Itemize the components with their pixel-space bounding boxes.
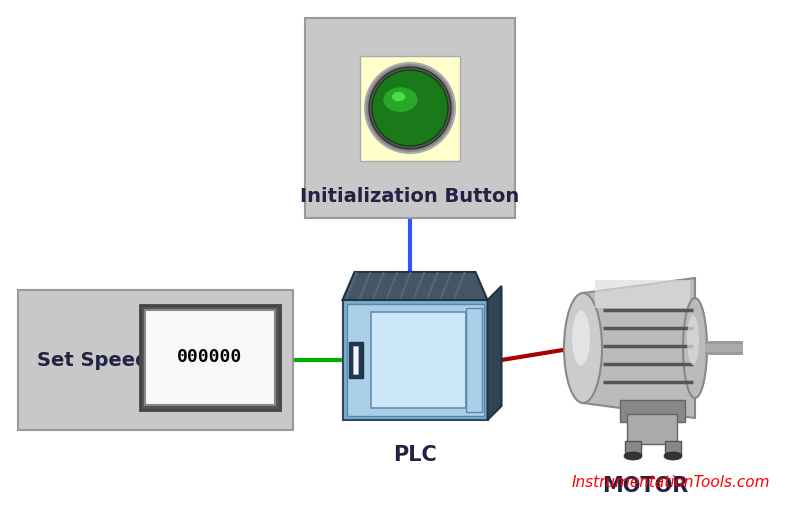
Ellipse shape: [687, 315, 699, 365]
Text: Set Speed: Set Speed: [37, 351, 149, 370]
Ellipse shape: [572, 310, 590, 365]
FancyBboxPatch shape: [18, 290, 293, 430]
FancyBboxPatch shape: [625, 441, 641, 455]
Polygon shape: [583, 278, 695, 418]
FancyBboxPatch shape: [352, 346, 358, 374]
Text: 000000: 000000: [178, 348, 243, 366]
Text: Initialization Button: Initialization Button: [300, 187, 520, 206]
FancyBboxPatch shape: [465, 308, 482, 412]
FancyBboxPatch shape: [348, 342, 362, 378]
Polygon shape: [487, 286, 501, 420]
FancyBboxPatch shape: [343, 300, 487, 420]
Ellipse shape: [664, 452, 682, 460]
FancyBboxPatch shape: [665, 441, 681, 455]
FancyBboxPatch shape: [140, 305, 280, 410]
FancyBboxPatch shape: [620, 400, 685, 422]
Text: PLC: PLC: [393, 445, 437, 465]
Text: InstrumentationTools.com: InstrumentationTools.com: [571, 475, 770, 490]
FancyBboxPatch shape: [370, 312, 465, 408]
FancyBboxPatch shape: [595, 280, 690, 308]
Ellipse shape: [369, 67, 451, 149]
Ellipse shape: [365, 63, 455, 153]
FancyBboxPatch shape: [347, 304, 483, 416]
Ellipse shape: [392, 92, 406, 101]
FancyBboxPatch shape: [305, 18, 515, 218]
Polygon shape: [343, 272, 487, 300]
Ellipse shape: [384, 87, 417, 112]
Ellipse shape: [683, 298, 707, 398]
Ellipse shape: [372, 70, 448, 146]
Ellipse shape: [624, 452, 642, 460]
FancyBboxPatch shape: [627, 414, 677, 444]
FancyBboxPatch shape: [360, 56, 460, 160]
Text: MOTOR: MOTOR: [602, 476, 688, 496]
FancyBboxPatch shape: [145, 310, 275, 405]
Ellipse shape: [564, 293, 602, 403]
